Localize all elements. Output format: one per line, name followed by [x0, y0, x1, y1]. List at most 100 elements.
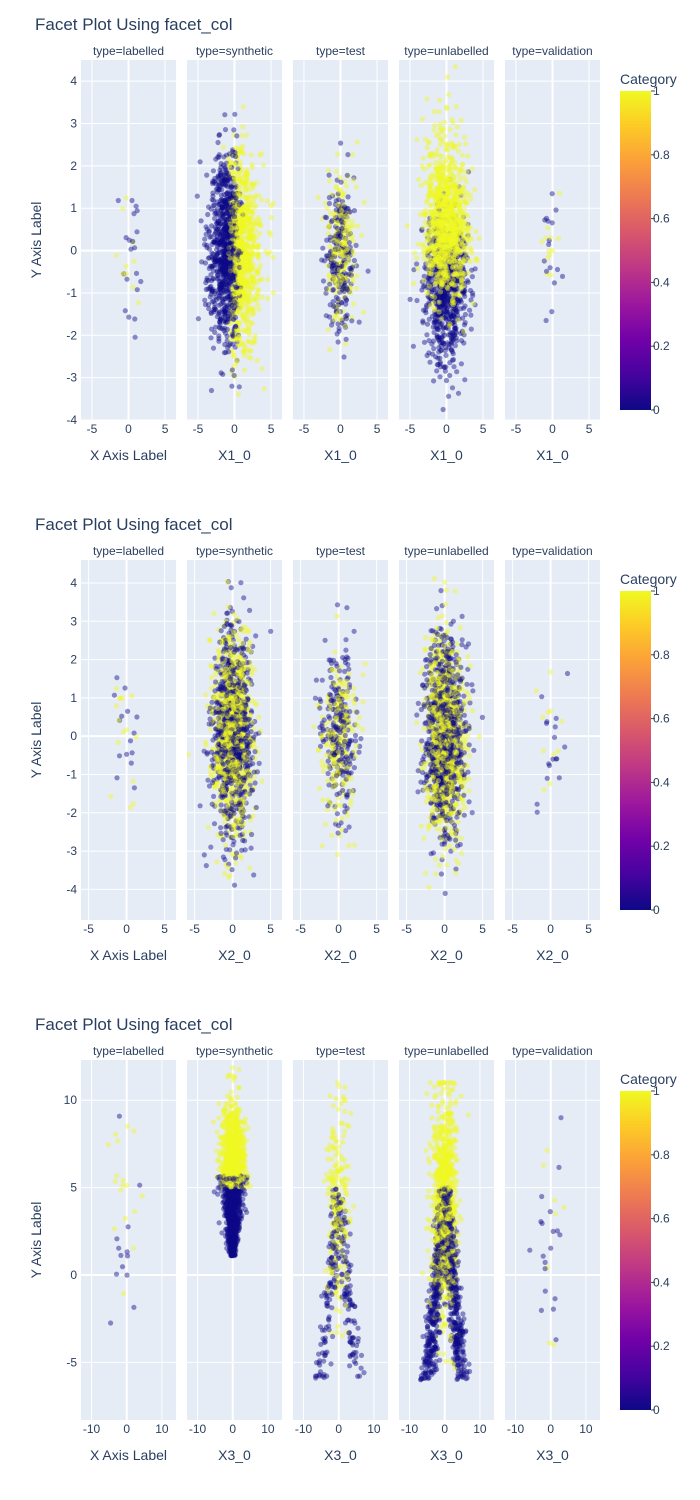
scatter-point: [223, 265, 229, 271]
scatter-point: [227, 224, 233, 230]
scatter-point: [219, 259, 225, 265]
scatter-point: [214, 236, 220, 242]
scatter-point: [451, 303, 457, 309]
scatter-point: [224, 243, 230, 249]
scatter-point: [230, 236, 236, 243]
scatter-point: [460, 238, 467, 244]
scatter-point: [433, 354, 439, 360]
scatter-point: [202, 297, 208, 303]
scatter-point: [445, 190, 451, 196]
scatter-point: [222, 166, 228, 172]
scatter-point: [465, 221, 471, 227]
scatter-point: [233, 332, 239, 338]
scatter-point: [241, 204, 247, 210]
scatter-point: [270, 254, 276, 261]
scatter-point: [236, 176, 242, 182]
scatter-point: [338, 228, 344, 234]
scatter-point: [220, 287, 226, 293]
scatter-point: [219, 204, 225, 210]
scatter-point: [234, 271, 240, 277]
scatter-point: [236, 298, 242, 304]
scatter-point: [337, 174, 343, 180]
scatter-point: [226, 266, 232, 273]
scatter-point: [232, 149, 238, 156]
scatter-point: [225, 229, 231, 235]
scatter-point: [451, 269, 457, 275]
scatter-point: [223, 201, 229, 207]
scatter-point: [444, 252, 450, 258]
scatter-point: [222, 262, 228, 269]
scatter-point: [341, 280, 348, 286]
scatter-point: [330, 287, 336, 293]
scatter-point: [433, 254, 439, 260]
scatter-point: [447, 225, 453, 231]
scatter-point: [113, 252, 120, 258]
scatter-point: [259, 778, 265, 784]
scatter-point: [229, 251, 235, 257]
scatter-point: [339, 317, 345, 323]
scatter-point: [450, 320, 456, 326]
scatter-point: [431, 109, 437, 115]
scatter-point: [226, 207, 232, 213]
scatter-point: [462, 241, 468, 247]
scatter-point: [424, 96, 430, 102]
scatter-point: [437, 253, 443, 259]
scatter-point: [222, 258, 229, 264]
scatter-point: [431, 127, 437, 133]
scatter-point: [332, 254, 338, 260]
scatter-point: [348, 248, 355, 255]
scatter-point: [123, 235, 129, 241]
scatter-point: [225, 234, 231, 240]
scatter-point: [219, 265, 226, 271]
scatter-point: [232, 169, 238, 175]
scatter-point: [218, 229, 224, 236]
scatter-point: [449, 313, 455, 320]
scatter-point: [436, 247, 442, 253]
scatter-point: [437, 374, 443, 380]
scatter-point: [228, 369, 234, 375]
scatter-point: [241, 342, 247, 348]
scatter-point: [452, 201, 458, 207]
scatter-point: [230, 191, 236, 197]
scatter-point: [436, 309, 442, 315]
scatter-point: [235, 166, 241, 172]
scatter-point: [339, 190, 345, 196]
scatter-point: [445, 268, 451, 274]
scatter-point: [445, 275, 451, 281]
scatter-point: [340, 284, 346, 290]
scatter-point: [216, 258, 222, 264]
scatter-point: [218, 628, 224, 634]
scatter-point: [210, 287, 216, 293]
scatter-point: [239, 239, 245, 245]
x-axis-title: X1_0: [324, 447, 357, 463]
scatter-point: [228, 245, 234, 251]
scatter-point: [237, 191, 243, 197]
scatter-point: [240, 257, 246, 263]
scatter-point: [234, 251, 240, 257]
scatter-point: [440, 273, 446, 280]
scatter-point: [217, 286, 223, 292]
scatter-point: [434, 316, 440, 322]
facet-label: type=labelled: [93, 44, 164, 58]
scatter-point: [224, 268, 230, 274]
scatter-point: [249, 209, 255, 215]
scatter-point: [253, 227, 259, 233]
scatter-point: [347, 230, 353, 236]
scatter-point: [323, 313, 329, 319]
scatter-point: [235, 290, 241, 297]
scatter-point: [209, 299, 215, 305]
scatter-point: [238, 239, 244, 246]
scatter-point: [423, 310, 429, 316]
scatter-point: [344, 223, 350, 229]
scatter-point: [241, 247, 247, 253]
scatter-point: [233, 192, 239, 199]
scatter-point: [229, 262, 235, 268]
scatter-point: [236, 192, 242, 198]
scatter-point: [215, 257, 222, 264]
scatter-point: [238, 247, 244, 253]
scatter-point: [329, 256, 335, 262]
scatter-point: [233, 855, 239, 861]
scatter-point: [340, 277, 346, 283]
scatter-point: [124, 751, 130, 757]
scatter-point: [214, 276, 221, 282]
